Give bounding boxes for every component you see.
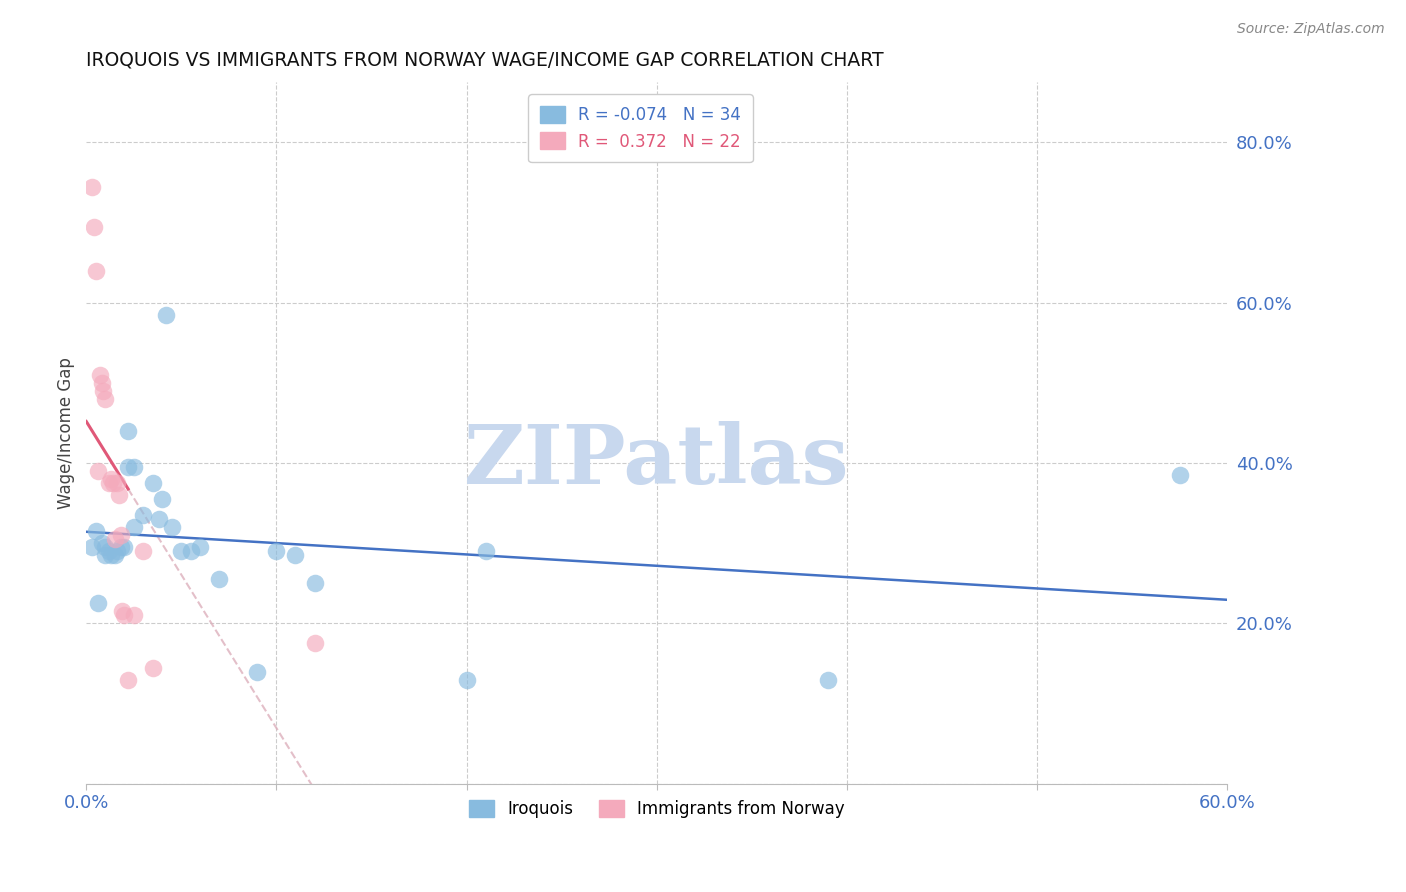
Point bbox=[83, 219, 105, 234]
Point bbox=[98, 476, 121, 491]
Point bbox=[304, 636, 326, 650]
Point bbox=[107, 488, 129, 502]
Point bbox=[148, 512, 170, 526]
Point bbox=[105, 476, 128, 491]
Point bbox=[111, 604, 134, 618]
Point bbox=[104, 533, 127, 547]
Point bbox=[84, 524, 107, 539]
Point bbox=[86, 596, 108, 610]
Point bbox=[1168, 468, 1191, 483]
Point bbox=[474, 544, 496, 558]
Point bbox=[266, 544, 288, 558]
Point bbox=[456, 673, 478, 687]
Point bbox=[208, 572, 231, 586]
Y-axis label: Wage/Income Gap: Wage/Income Gap bbox=[58, 357, 75, 509]
Point bbox=[112, 541, 135, 555]
Text: ZIPatlas: ZIPatlas bbox=[464, 421, 849, 501]
Point bbox=[93, 384, 115, 398]
Point bbox=[817, 673, 839, 687]
Point bbox=[101, 476, 124, 491]
Point bbox=[84, 263, 107, 277]
Point bbox=[89, 368, 111, 382]
Point bbox=[190, 541, 212, 555]
Point bbox=[284, 549, 307, 563]
Point bbox=[122, 460, 145, 475]
Point bbox=[170, 544, 193, 558]
Point bbox=[142, 476, 165, 491]
Legend: Iroquois, Immigrants from Norway: Iroquois, Immigrants from Norway bbox=[463, 793, 851, 824]
Point bbox=[100, 472, 122, 486]
Point bbox=[132, 508, 155, 523]
Point bbox=[105, 544, 128, 558]
Point bbox=[110, 541, 132, 555]
Point bbox=[94, 541, 117, 555]
Point bbox=[122, 608, 145, 623]
Point bbox=[86, 464, 108, 478]
Point bbox=[94, 392, 117, 406]
Point bbox=[110, 528, 132, 542]
Point bbox=[104, 549, 127, 563]
Point bbox=[304, 576, 326, 591]
Point bbox=[94, 549, 117, 563]
Point bbox=[246, 665, 269, 679]
Point bbox=[122, 520, 145, 534]
Point bbox=[90, 376, 112, 390]
Point bbox=[117, 673, 139, 687]
Point bbox=[117, 460, 139, 475]
Point bbox=[142, 660, 165, 674]
Point bbox=[180, 544, 202, 558]
Point bbox=[100, 549, 122, 563]
Point bbox=[90, 536, 112, 550]
Text: Source: ZipAtlas.com: Source: ZipAtlas.com bbox=[1237, 22, 1385, 37]
Point bbox=[132, 544, 155, 558]
Text: IROQUOIS VS IMMIGRANTS FROM NORWAY WAGE/INCOME GAP CORRELATION CHART: IROQUOIS VS IMMIGRANTS FROM NORWAY WAGE/… bbox=[86, 51, 884, 70]
Point bbox=[117, 424, 139, 438]
Point bbox=[80, 541, 103, 555]
Point bbox=[112, 608, 135, 623]
Point bbox=[150, 492, 173, 507]
Point bbox=[155, 308, 177, 322]
Point bbox=[98, 544, 121, 558]
Point bbox=[80, 179, 103, 194]
Point bbox=[160, 520, 183, 534]
